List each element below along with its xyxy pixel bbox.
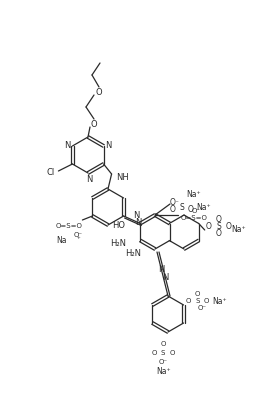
- Text: N: N: [158, 265, 165, 275]
- Text: S: S: [216, 222, 221, 231]
- Text: Na⁺: Na⁺: [187, 190, 201, 199]
- Text: H₂N: H₂N: [110, 239, 126, 248]
- Text: H₂N: H₂N: [125, 250, 141, 258]
- Text: Cl: Cl: [46, 167, 55, 177]
- Text: O⁻: O⁻: [198, 305, 207, 311]
- Text: N: N: [64, 141, 71, 149]
- Text: Na⁺: Na⁺: [196, 203, 211, 211]
- Text: S: S: [180, 203, 184, 211]
- Text: O: O: [96, 88, 102, 96]
- Text: O: O: [204, 298, 209, 304]
- Text: Na⁺: Na⁺: [232, 225, 246, 234]
- Text: S: S: [195, 298, 200, 304]
- Text: N: N: [133, 211, 139, 220]
- Text: Na⁺: Na⁺: [212, 297, 227, 305]
- Text: ⁺: ⁺: [77, 237, 80, 243]
- Text: S: S: [161, 350, 165, 356]
- Text: Na: Na: [56, 235, 66, 245]
- Text: O: O: [226, 222, 232, 231]
- Text: O: O: [216, 215, 222, 224]
- Text: N: N: [86, 175, 92, 184]
- Text: O⁻: O⁻: [158, 359, 168, 365]
- Text: O=S=O: O=S=O: [56, 223, 82, 229]
- Text: O: O: [206, 222, 212, 231]
- Text: O⁻: O⁻: [192, 208, 201, 214]
- Text: O: O: [188, 205, 194, 214]
- Text: O: O: [170, 205, 176, 214]
- Text: N: N: [135, 218, 141, 227]
- Text: O: O: [151, 350, 157, 356]
- Text: NH: NH: [117, 173, 129, 181]
- Text: O⁻: O⁻: [170, 198, 180, 207]
- Text: O: O: [186, 298, 191, 304]
- Text: Na⁺: Na⁺: [157, 367, 171, 376]
- Text: O: O: [160, 341, 166, 347]
- Text: O⁻: O⁻: [73, 232, 82, 238]
- Text: O=S=O: O=S=O: [181, 215, 208, 221]
- Text: O: O: [91, 120, 97, 128]
- Text: O: O: [216, 229, 222, 238]
- Text: O: O: [195, 291, 200, 297]
- Text: HO: HO: [112, 221, 125, 230]
- Text: N: N: [105, 141, 112, 149]
- Text: N: N: [162, 273, 169, 282]
- Text: O: O: [169, 350, 175, 356]
